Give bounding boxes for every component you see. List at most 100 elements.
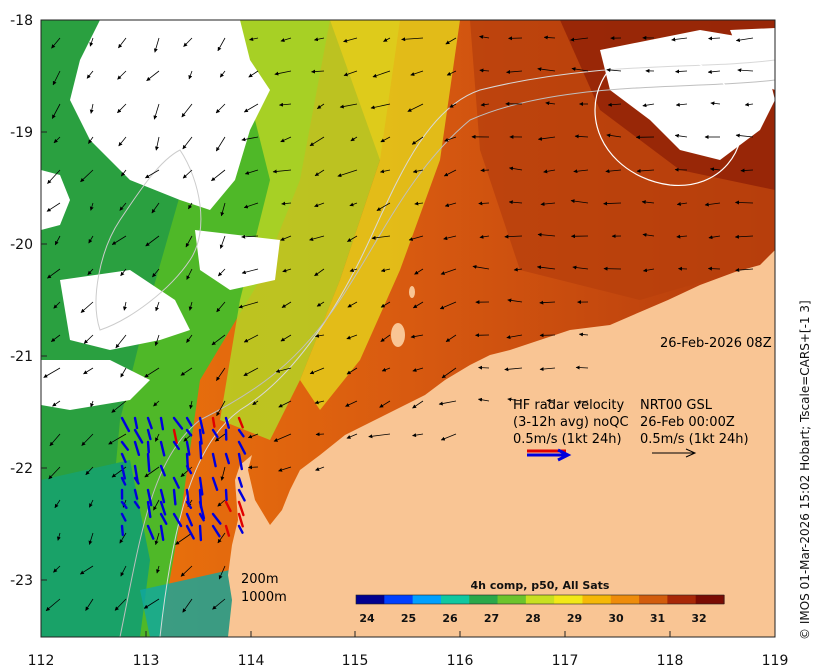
velocity-arrow	[607, 102, 622, 107]
velocity-arrow	[345, 400, 358, 407]
colorbar-tick-label: 25	[401, 612, 416, 625]
hf-radar-vector	[185, 488, 190, 506]
velocity-arrow	[314, 37, 325, 42]
hf-radar-vector	[211, 452, 217, 468]
velocity-arrow	[47, 169, 61, 184]
velocity-arrow	[241, 234, 259, 239]
velocity-arrow	[216, 400, 226, 417]
velocity-arrow	[145, 169, 160, 179]
velocity-arrow	[440, 268, 457, 275]
velocity-arrow	[401, 37, 424, 42]
hf-radar-vector	[185, 524, 195, 540]
velocity-arrow	[146, 70, 160, 82]
lat-tick-label: -19	[10, 125, 33, 141]
velocity-arrow	[570, 199, 589, 204]
velocity-arrow	[279, 102, 292, 107]
velocity-arrow	[175, 532, 193, 545]
velocity-arrow	[309, 367, 325, 375]
hf-radar-vector	[146, 428, 152, 441]
hf-radar-vector	[120, 512, 127, 522]
velocity-arrow	[51, 103, 61, 119]
velocity-arrow	[412, 169, 424, 174]
hf-radar-vectors	[120, 416, 247, 542]
velocity-arrow	[115, 334, 127, 349]
credit-text: © IMOS 01-Mar-2026 15:02 Hobart; Tscale=…	[798, 300, 812, 640]
velocity-arrow	[219, 70, 226, 78]
velocity-arrow	[412, 301, 424, 309]
colorbar-swatch	[440, 595, 470, 604]
island	[391, 323, 405, 347]
velocity-arrow	[708, 36, 721, 41]
velocity-arrow	[85, 466, 94, 475]
velocity-arrow	[241, 268, 259, 275]
velocity-arrow	[241, 136, 259, 142]
velocity-arrow	[439, 301, 457, 310]
hf-radar-vector	[120, 464, 127, 480]
hf-radar-vector	[185, 512, 194, 527]
colorbar-swatch	[497, 595, 527, 604]
velocity-arrow	[508, 200, 523, 205]
velocity-arrow	[275, 367, 292, 373]
velocity-arrow	[380, 136, 391, 143]
colorbar-title: 4h comp, p50, All Sats	[471, 579, 610, 592]
isobath-label-200m: 200m	[241, 572, 278, 587]
velocity-arrow	[443, 235, 457, 241]
velocity-arrow	[243, 202, 259, 209]
hf-radar-vector	[237, 416, 244, 429]
velocity-arrow	[144, 466, 160, 478]
map-frame	[40, 19, 776, 638]
velocity-arrow	[539, 367, 556, 372]
hf-radar-vector	[159, 512, 168, 525]
hf-radar-vector	[185, 500, 193, 509]
velocity-arrow	[443, 169, 457, 177]
legend-model-arrow	[652, 448, 697, 458]
velocity-arrow	[212, 598, 226, 610]
velocity-arrow	[446, 70, 457, 76]
legend-line2-left: (3-12h avg) noQC	[513, 415, 629, 430]
velocity-arrow	[181, 103, 193, 118]
velocity-arrow	[217, 37, 226, 52]
velocity-arrow	[153, 499, 160, 511]
velocity-arrow	[675, 102, 688, 107]
velocity-arrow	[118, 37, 127, 49]
hf-radar-vector	[133, 428, 144, 444]
hf-radar-vector	[224, 452, 231, 465]
velocity-arrow	[707, 266, 721, 271]
velocity-arrow	[120, 169, 127, 177]
hf-radar-vector	[146, 488, 153, 507]
velocity-arrow	[381, 367, 391, 372]
date-label: 26-Feb-2026 08Z	[660, 336, 772, 351]
velocity-arrow	[180, 466, 193, 478]
velocity-arrow	[735, 200, 754, 205]
velocity-arrow	[214, 433, 226, 442]
velocity-arrow	[408, 235, 424, 241]
velocity-arrow	[280, 37, 292, 42]
hf-radar-vector	[198, 476, 204, 496]
colorbar-tick-label: 26	[442, 612, 458, 625]
velocity-arrow	[309, 235, 325, 241]
velocity-arrow	[537, 67, 556, 72]
velocity-arrow	[314, 400, 325, 405]
velocity-arrow	[414, 201, 424, 206]
velocity-arrow	[189, 400, 194, 410]
velocity-arrow	[215, 103, 226, 114]
colorbar-swatch	[695, 595, 725, 604]
velocity-arrow	[53, 565, 61, 573]
lat-axis: -18 -19 -20 -21 -22 -23	[10, 13, 47, 589]
velocity-arrow	[708, 235, 721, 240]
velocity-arrow	[217, 532, 226, 544]
velocity-arrow	[479, 68, 490, 73]
velocity-arrow	[412, 400, 424, 409]
velocity-arrow	[252, 400, 259, 406]
hf-radar-vector	[146, 440, 151, 454]
velocity-arrow	[89, 202, 94, 211]
velocity-arrow	[513, 267, 523, 272]
velocity-arrow	[145, 235, 160, 247]
lon-tick-label: 112	[28, 653, 55, 669]
velocity-arrow	[111, 235, 127, 245]
hf-radar-vector	[224, 416, 231, 429]
velocity-arrow	[220, 466, 226, 481]
velocity-arrow	[480, 102, 490, 107]
velocity-arrow	[183, 37, 193, 47]
hf-radar-vector	[237, 500, 245, 517]
